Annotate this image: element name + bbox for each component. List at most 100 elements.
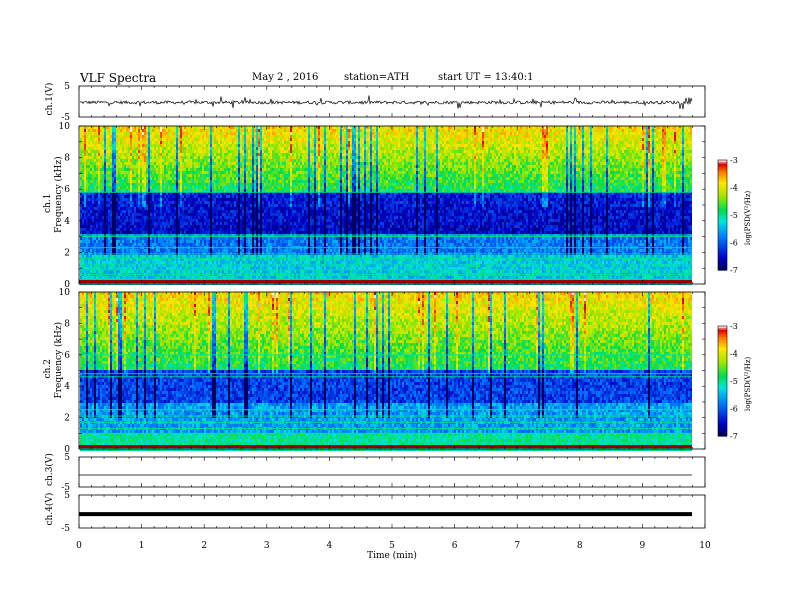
ch1-cell [94, 156, 96, 159]
ch1-cell [190, 213, 192, 216]
ch1-cell [184, 177, 186, 180]
ch1-cell [218, 126, 220, 129]
ch1-cell [150, 198, 152, 201]
ch1-cell [130, 204, 132, 207]
ch1-cell [252, 177, 254, 180]
ch1-cell [196, 231, 198, 234]
ch1-cell [124, 231, 126, 234]
ch1-cell [184, 165, 186, 168]
ch1-cell [222, 243, 224, 246]
ch1-cell [148, 195, 150, 198]
ch1-cell [156, 126, 158, 129]
ch1-cell [212, 147, 214, 150]
ch1-cell [124, 216, 126, 219]
ch1-cell [224, 204, 226, 207]
ch1-cell [160, 168, 162, 171]
ch1-cell [222, 261, 224, 264]
ch1-cell [204, 225, 206, 228]
ch1-cell [152, 174, 154, 177]
ch1-cell [158, 255, 160, 258]
ch1-cell [150, 252, 152, 255]
ch1-cell [116, 276, 118, 279]
ch1-cell [120, 183, 122, 186]
ch1-cell [218, 186, 220, 189]
ch1-cell [154, 216, 156, 219]
ch1-cell [156, 147, 158, 150]
ch1-cell [246, 153, 248, 156]
ch1-cell [142, 210, 144, 213]
ch1-cell [82, 195, 84, 198]
ch1-cell [250, 276, 252, 279]
ch1-cell [176, 207, 178, 210]
ch1-cell [158, 264, 160, 267]
ch1-cell [170, 255, 172, 258]
ch1-cell [190, 147, 192, 150]
ch1-cell [232, 135, 234, 138]
ch1-cell [210, 189, 212, 192]
ch1-cell [198, 276, 200, 279]
ch1-cell [184, 171, 186, 174]
ch1-cell [226, 135, 228, 138]
ch1-cell [238, 255, 240, 258]
ch1-cell [166, 177, 168, 180]
ch1-cell [230, 201, 232, 204]
ch1-cell [130, 222, 132, 225]
ch1-cell [138, 135, 140, 138]
ch1-cell [246, 237, 248, 240]
ch1-cell [158, 225, 160, 228]
ch1-cell [148, 177, 150, 180]
ch1-cell [160, 138, 162, 141]
ch1-cell [98, 159, 100, 162]
ch1-cell [84, 240, 86, 243]
ch1-cell [222, 171, 224, 174]
ch1-cell [232, 228, 234, 231]
ch1-cell [82, 177, 84, 180]
ch1-cell [206, 144, 208, 147]
ch1-cell [202, 198, 204, 201]
ch1-cell [212, 132, 214, 135]
ch1-cell [162, 252, 164, 255]
ch1-cell [146, 195, 148, 198]
ch1-cell [226, 264, 228, 267]
ch1-cell [182, 129, 184, 132]
ch1-cell [122, 213, 124, 216]
ch1-cell [178, 216, 180, 219]
ch1-cell [202, 135, 204, 138]
ch1-cell [156, 138, 158, 141]
ch1-cell [232, 126, 234, 129]
ch1-cell [134, 276, 136, 279]
ch1-cell [258, 171, 260, 174]
ch1-cell [130, 135, 132, 138]
ch1-cell [230, 210, 232, 213]
ch1-cell [186, 204, 188, 207]
ch1-cell [144, 162, 146, 165]
ch1-cell [244, 195, 246, 198]
ch1-cell [86, 126, 88, 129]
ch1-cell [214, 201, 216, 204]
ch1-cell [92, 132, 94, 135]
ch1-cell [108, 171, 110, 174]
ch1-cell [236, 195, 238, 198]
ch1-cell [254, 210, 256, 213]
ch1-cell [160, 216, 162, 219]
ch1-cell [150, 219, 152, 222]
ch1-cell [82, 219, 84, 222]
ch1-cell [148, 204, 150, 207]
ch1-cell [148, 198, 150, 201]
ch1-cell [112, 201, 114, 204]
ch1-cell [128, 237, 130, 240]
ch1-cell [204, 237, 206, 240]
ch1-cell [230, 204, 232, 207]
ch1-cell [104, 189, 106, 192]
ch1-cell [132, 171, 134, 174]
ch1-cell [246, 174, 248, 177]
ch1-cell [234, 195, 236, 198]
ch1-cell [96, 150, 98, 153]
ch1-cell [164, 264, 166, 267]
ch1-cell [196, 162, 198, 165]
ch1-cell [148, 153, 150, 156]
ch1-cell [172, 147, 174, 150]
ch1-cell [150, 243, 152, 246]
ch1-cell [122, 159, 124, 162]
ch1-cell [250, 168, 252, 171]
